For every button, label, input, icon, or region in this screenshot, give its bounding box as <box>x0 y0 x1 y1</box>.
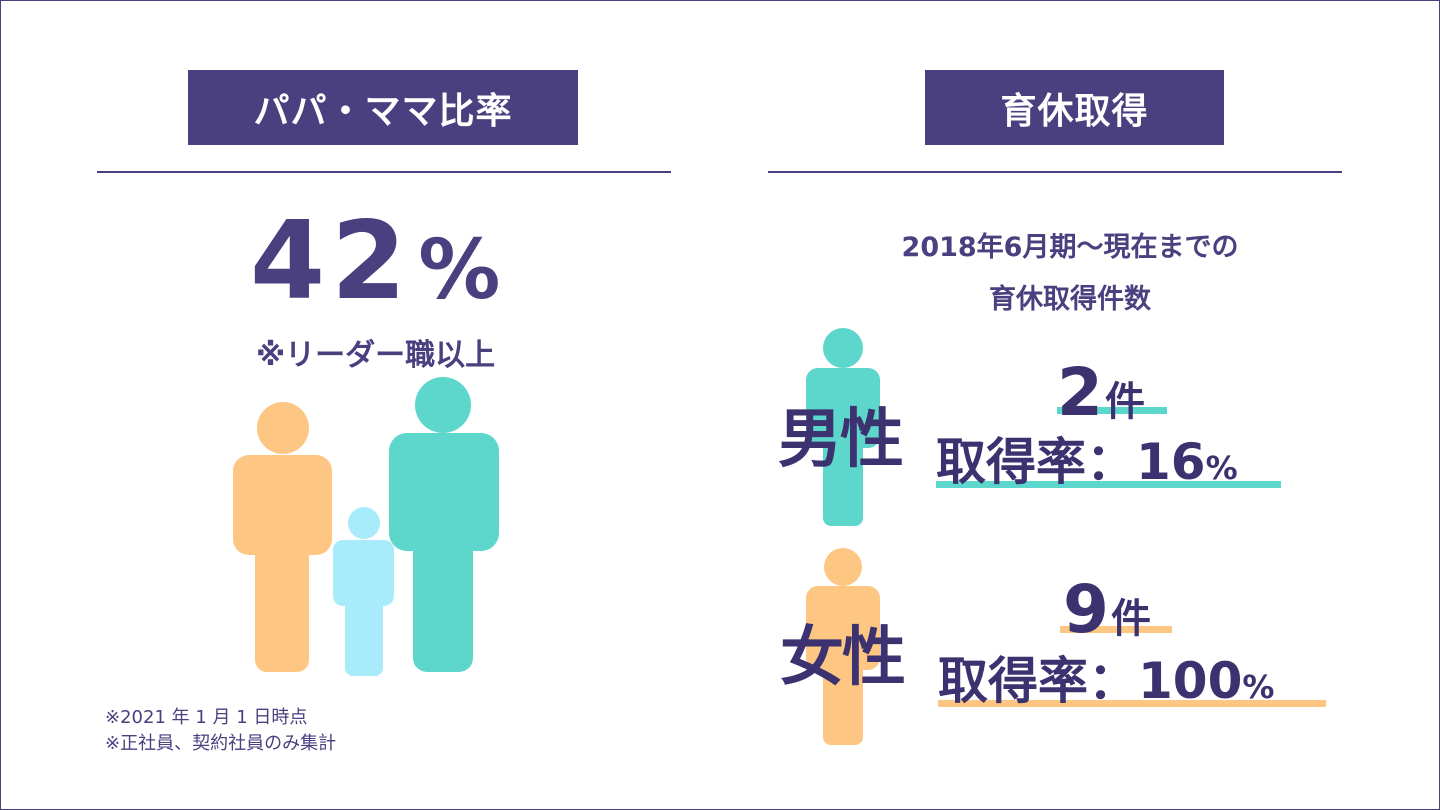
footnote-date: ※2021 年 1 月 1 日時点 <box>105 707 308 728</box>
male-count-highlight <box>1057 407 1167 414</box>
ratio-percent-sign: % <box>418 223 501 318</box>
teal-adult-icon <box>389 377 499 672</box>
footnote-scope: ※正社員、契約社員のみ集計 <box>105 733 337 754</box>
orange-adult-icon <box>233 402 332 672</box>
male-count-number: 2 <box>1057 354 1103 431</box>
male-rate-highlight <box>936 481 1281 488</box>
female-label: 女性 <box>780 621 906 695</box>
male-count-unit: 件 <box>1104 379 1145 425</box>
footnotes: ※2021 年 1 月 1 日時点 ※正社員、契約社員のみ集計 <box>105 705 336 757</box>
childcare-leave-tag: 育休取得 <box>925 70 1224 145</box>
female-count-unit: 件 <box>1110 596 1151 642</box>
female-rate-value: 100 <box>1138 652 1243 710</box>
male-rate-label: 取得率： <box>936 433 1136 491</box>
papa-mama-ratio-tag: パパ・ママ比率 <box>188 70 578 145</box>
female-rate: 取得率：100% <box>938 656 1274 706</box>
female-count-number: 9 <box>1063 571 1109 648</box>
female-figure-icon <box>806 548 880 745</box>
male-rate-value: 16 <box>1136 433 1206 491</box>
child-icon <box>333 507 394 676</box>
male-count: 2件 <box>1057 360 1145 426</box>
female-rate-unit: % <box>1242 668 1275 706</box>
female-count: 9件 <box>1063 577 1151 643</box>
papa-mama-ratio-tag-label: パパ・ママ比率 <box>253 90 513 132</box>
male-rate: 取得率：16% <box>936 437 1238 487</box>
right-divider <box>768 171 1342 173</box>
ratio-value: 42% <box>250 208 550 316</box>
female-rate-highlight <box>938 700 1326 707</box>
subtitle-line-1: 2018年6月期〜現在までの <box>901 232 1239 263</box>
subtitle-line-2: 育休取得件数 <box>989 284 1151 315</box>
female-count-highlight <box>1060 626 1172 633</box>
leader-note: ※リーダー職以上 <box>256 338 496 373</box>
left-divider <box>97 171 671 173</box>
male-figure-icon <box>806 328 880 526</box>
male-label: 男性 <box>778 403 904 477</box>
female-rate-label: 取得率： <box>938 652 1138 710</box>
childcare-leave-tag-label: 育休取得 <box>1000 90 1149 132</box>
ratio-number: 42 <box>250 199 413 324</box>
male-rate-unit: % <box>1205 449 1238 487</box>
